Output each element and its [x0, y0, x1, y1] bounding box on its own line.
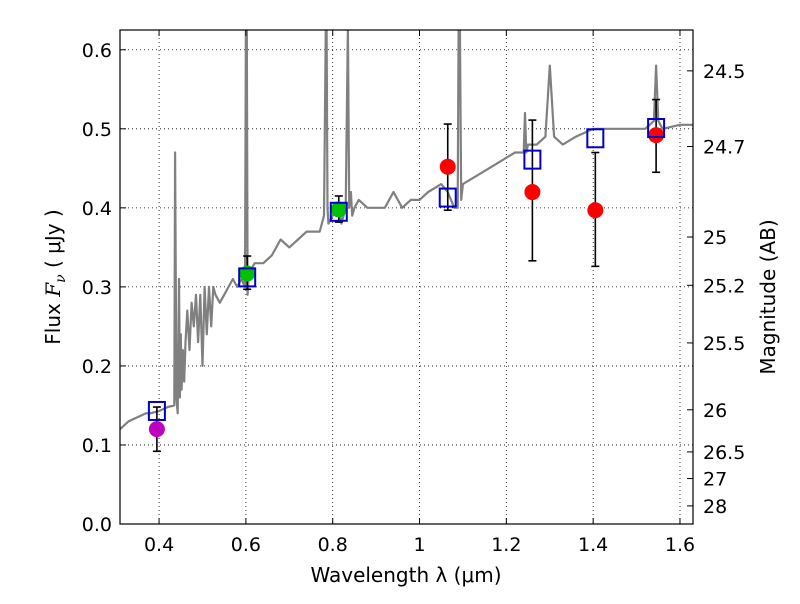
y-axis-ticks: 0.0 0.1 0.2 0.3 0.4 0.5 0.6 — [82, 40, 126, 536]
photometry-point — [330, 201, 347, 218]
magnitude-tick-label: 26 — [703, 400, 727, 422]
x-axis-label: Wavelength λ (μm) — [310, 563, 501, 587]
x-tick-label: 1.2 — [491, 534, 521, 556]
model-points — [147, 118, 666, 421]
y-tick-label: 0.6 — [82, 40, 112, 62]
y-tick-label: 0.0 — [82, 514, 112, 536]
photometry-point — [239, 265, 256, 282]
magnitude-tick-label: 27 — [703, 469, 727, 491]
x-axis-ticks: 0.4 0.6 0.8 1 1.2 1.4 1.6 — [144, 30, 695, 556]
y-tick-label: 0.4 — [82, 198, 112, 220]
photometry-point — [587, 202, 604, 219]
x-tick-label: 1.6 — [665, 534, 695, 556]
x-tick-label: 0.6 — [231, 534, 261, 556]
magnitude-tick-label: 25.5 — [703, 333, 745, 355]
photometry-point — [439, 158, 456, 175]
photometry-point — [648, 127, 665, 144]
magnitude-tick-label: 24.7 — [703, 137, 745, 159]
plot-area — [120, 30, 693, 524]
photometry-point — [524, 184, 541, 201]
magnitude-tick-label: 25.2 — [703, 275, 745, 297]
model-flux-square — [238, 267, 257, 288]
x-tick-label: 1 — [413, 534, 425, 556]
x-tick-label: 1.4 — [578, 534, 608, 556]
x-tick-label: 0.8 — [318, 534, 348, 556]
model-flux-square — [329, 201, 348, 222]
spectrum-layer — [120, 30, 693, 431]
magnitude-tick-label: 28 — [703, 496, 727, 518]
y-axis-label: Flux Fν ( μJy ) — [41, 209, 69, 344]
model-spectrum-line — [120, 30, 693, 431]
y-tick-label: 0.2 — [82, 356, 112, 378]
y-tick-label: 0.3 — [82, 277, 112, 299]
magnitude-tick-label: 25 — [703, 227, 727, 249]
y-tick-label: 0.5 — [82, 119, 112, 141]
magnitude-axis-label: Magnitude (AB) — [756, 219, 780, 374]
plot-frame — [119, 29, 694, 525]
model-flux-square — [586, 128, 605, 149]
y-tick-label: 0.1 — [82, 435, 112, 457]
photometry-point — [148, 421, 165, 438]
model-flux-square — [147, 400, 166, 421]
magnitude-axis-ticks: 24.5 24.7 25 25.2 25.5 26 26.5 27 28 — [687, 61, 745, 518]
model-flux-square — [647, 118, 666, 139]
magnitude-tick-label: 26.5 — [703, 442, 745, 464]
model-flux-square — [438, 187, 457, 208]
model-flux-square — [523, 149, 542, 170]
photometry-points — [148, 127, 665, 438]
x-tick-label: 0.4 — [144, 534, 174, 556]
magnitude-tick-label: 24.5 — [703, 61, 745, 83]
